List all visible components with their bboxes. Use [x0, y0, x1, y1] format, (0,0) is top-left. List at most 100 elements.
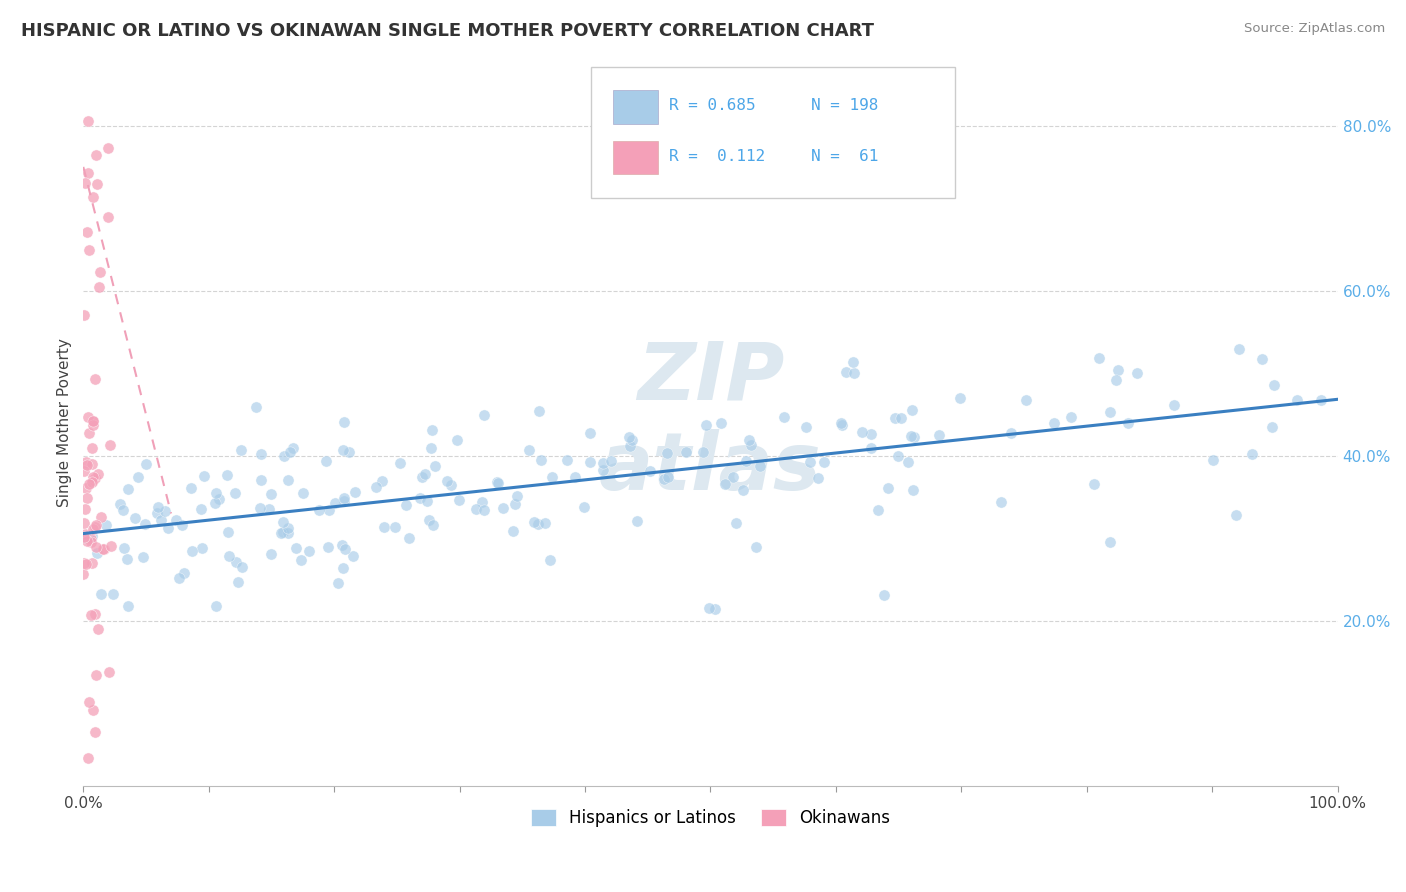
Point — [117, 551, 139, 566]
Point — [82, 442, 104, 456]
Point — [318, 503, 340, 517]
Point — [557, 452, 579, 467]
Point — [170, 518, 193, 533]
Point — [1202, 453, 1225, 467]
Point — [1015, 393, 1038, 408]
Point — [191, 541, 214, 556]
Point — [82, 475, 104, 490]
Point — [799, 455, 821, 469]
Text: ZIP
atlas: ZIP atlas — [599, 339, 823, 507]
Point — [411, 469, 433, 483]
Point — [333, 542, 356, 557]
Point — [1060, 410, 1083, 425]
Point — [100, 539, 122, 553]
Point — [101, 587, 124, 601]
Point — [77, 114, 100, 128]
Point — [76, 751, 98, 765]
Point — [830, 417, 852, 431]
Point — [283, 441, 305, 455]
Point — [887, 449, 910, 463]
Point — [337, 445, 360, 459]
Point — [371, 474, 394, 488]
Point — [290, 552, 312, 566]
Point — [308, 503, 330, 517]
Point — [772, 410, 794, 425]
Point — [180, 482, 202, 496]
Point — [260, 547, 283, 561]
Point — [190, 502, 212, 516]
Point — [270, 525, 292, 540]
Point — [249, 500, 271, 515]
Point — [75, 557, 97, 571]
Point — [474, 503, 496, 517]
Point — [388, 456, 411, 470]
Point — [84, 148, 107, 162]
Point — [73, 532, 96, 546]
Point — [205, 599, 228, 613]
Point — [330, 538, 353, 552]
Point — [76, 533, 98, 548]
Point — [1098, 405, 1121, 419]
Point — [436, 474, 458, 488]
Point — [737, 433, 759, 447]
Point — [193, 469, 215, 483]
Point — [124, 511, 146, 525]
Point — [1105, 373, 1128, 387]
Point — [97, 210, 120, 224]
Point — [692, 445, 714, 459]
Point — [76, 166, 98, 180]
Point — [167, 571, 190, 585]
Point — [394, 498, 416, 512]
Point — [901, 403, 924, 417]
Point — [249, 447, 271, 461]
Point — [579, 426, 602, 441]
Point — [1099, 534, 1122, 549]
Point — [73, 556, 96, 570]
Point — [226, 574, 249, 589]
FancyBboxPatch shape — [613, 141, 658, 174]
Point — [80, 608, 103, 623]
Point — [76, 226, 98, 240]
Point — [75, 481, 97, 495]
Point — [723, 470, 745, 484]
Point — [148, 500, 170, 514]
Point — [1087, 351, 1109, 365]
Point — [332, 561, 354, 575]
Point — [215, 468, 238, 483]
Point — [1227, 342, 1250, 356]
Text: N = 198: N = 198 — [811, 98, 879, 113]
Point — [166, 513, 188, 527]
Point — [1250, 352, 1272, 367]
Point — [884, 410, 907, 425]
Point — [503, 497, 526, 511]
Point — [75, 527, 97, 541]
Point — [84, 540, 107, 554]
Point — [725, 516, 748, 530]
Point — [257, 501, 280, 516]
Point — [204, 486, 226, 500]
Point — [86, 622, 108, 636]
FancyBboxPatch shape — [613, 90, 658, 123]
Point — [80, 529, 103, 543]
Point — [260, 487, 283, 501]
Point — [82, 190, 104, 204]
Point — [332, 493, 354, 508]
Point — [530, 453, 553, 467]
Point — [1107, 363, 1129, 377]
Text: HISPANIC OR LATINO VS OKINAWAN SINGLE MOTHER POVERTY CORRELATION CHART: HISPANIC OR LATINO VS OKINAWAN SINGLE MO… — [21, 22, 875, 40]
Point — [82, 414, 104, 428]
Point — [84, 607, 107, 621]
Point — [153, 504, 176, 518]
Point — [492, 500, 515, 515]
Point — [731, 483, 754, 497]
Point — [418, 513, 440, 527]
Point — [713, 476, 735, 491]
Point — [323, 496, 346, 510]
Point — [77, 477, 100, 491]
Point — [76, 458, 98, 472]
Point — [859, 441, 882, 455]
Point — [440, 478, 463, 492]
Point — [89, 265, 111, 279]
Point — [80, 532, 103, 546]
Point — [315, 454, 337, 468]
